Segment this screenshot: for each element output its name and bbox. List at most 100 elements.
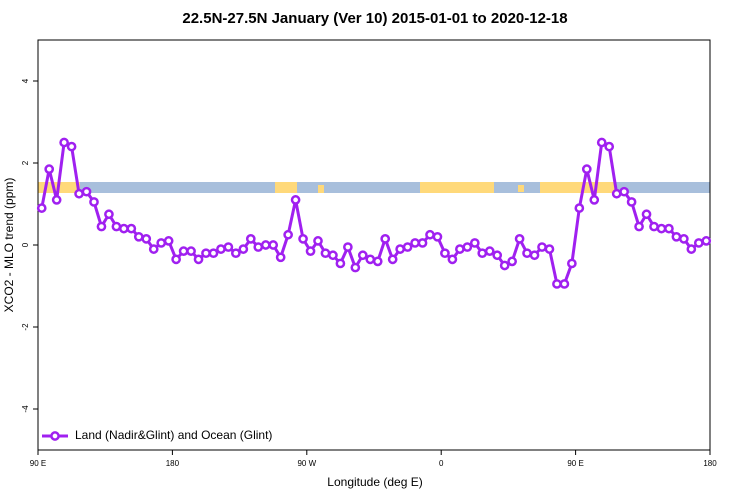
data-point [596, 137, 607, 148]
data-point [372, 256, 383, 267]
data-point [66, 141, 77, 152]
y-axis-label: XCO2 - MLO trend (ppm) [2, 178, 16, 313]
land-band [518, 185, 524, 192]
data-point [604, 141, 615, 152]
land-band [318, 185, 324, 193]
x-tick-label: 180 [166, 459, 180, 468]
data-point [380, 234, 391, 244]
data-point [245, 234, 256, 244]
data-point [686, 244, 697, 254]
data-point [537, 242, 547, 252]
data-point [148, 244, 159, 254]
data-point [96, 221, 107, 232]
data-point [477, 248, 488, 259]
data-point [283, 229, 293, 240]
data-point [268, 240, 279, 250]
data-point [290, 195, 301, 205]
land-band [540, 182, 615, 193]
data-point [402, 242, 413, 252]
data-point [649, 221, 659, 232]
x-tick-label: 90 E [567, 459, 583, 468]
data-point [253, 242, 264, 252]
data-point [484, 246, 495, 256]
data-point [44, 164, 55, 174]
data-point [574, 203, 585, 213]
data-point [507, 256, 517, 267]
data-point [567, 258, 577, 269]
data-point [417, 238, 428, 248]
data-point [462, 242, 473, 252]
data-point [178, 246, 189, 256]
data-point [81, 186, 92, 197]
data-point [581, 164, 592, 174]
x-tick-label: 90 W [297, 459, 316, 468]
data-point [126, 223, 137, 234]
data-point [328, 250, 338, 261]
y-tick-label: -2 [21, 323, 30, 331]
y-tick-label: 2 [21, 160, 30, 165]
data-point [387, 254, 398, 265]
data-point [133, 231, 144, 242]
data-point [193, 254, 204, 265]
data-point [634, 221, 644, 232]
data-point [186, 246, 196, 256]
data-point [216, 244, 226, 254]
data-point [589, 195, 600, 205]
ocean-band [38, 182, 710, 193]
data-point [298, 234, 308, 244]
data-point [59, 137, 69, 148]
land-band [275, 182, 297, 193]
data-point [492, 250, 503, 261]
data-point [679, 234, 689, 244]
data-point [357, 250, 368, 261]
data-point [552, 279, 562, 289]
chart-title: 22.5N-27.5N January (Ver 10) 2015-01-01 … [182, 10, 567, 27]
data-point [410, 238, 420, 248]
data-point [111, 221, 122, 232]
data-point [641, 209, 652, 220]
data-point [163, 236, 174, 246]
data-point [74, 188, 84, 199]
data-point [36, 203, 47, 213]
x-tick-label: 0 [439, 459, 444, 468]
data-point [619, 186, 629, 197]
data-point [514, 234, 525, 244]
data-point [343, 242, 353, 252]
data-point [320, 248, 331, 259]
data-point [544, 244, 555, 254]
data-point [522, 248, 532, 259]
land-band [420, 182, 494, 193]
data-point [455, 244, 465, 254]
data-point [119, 223, 129, 234]
data-point [231, 248, 241, 259]
data-point [335, 258, 346, 269]
x-tick-label: 90 E [30, 459, 46, 468]
data-point [201, 248, 211, 259]
data-point [447, 254, 458, 265]
data-point [432, 231, 443, 242]
y-tick-label: -4 [21, 405, 30, 413]
data-point [238, 244, 249, 254]
legend-marker [50, 431, 60, 441]
plot-frame [37, 39, 711, 451]
data-point [208, 248, 219, 259]
data-point [350, 262, 361, 273]
data-point [499, 260, 510, 271]
legend-label: Land (Nadir&Glint) and Ocean (Glint) [75, 428, 272, 442]
data-point [559, 279, 570, 289]
x-axis-label: Longitude (deg E) [327, 475, 422, 489]
data-point [395, 244, 405, 254]
data-point [469, 238, 480, 248]
y-tick-label: 0 [21, 242, 30, 247]
data-point [671, 231, 682, 242]
land-ocean-band [38, 182, 710, 193]
data-point [260, 240, 271, 250]
data-point [693, 238, 704, 248]
data-point [89, 197, 99, 207]
data-point [104, 209, 114, 220]
data-point [305, 246, 316, 256]
data-point [529, 250, 540, 261]
data-point [313, 236, 323, 246]
data-point [223, 242, 234, 252]
